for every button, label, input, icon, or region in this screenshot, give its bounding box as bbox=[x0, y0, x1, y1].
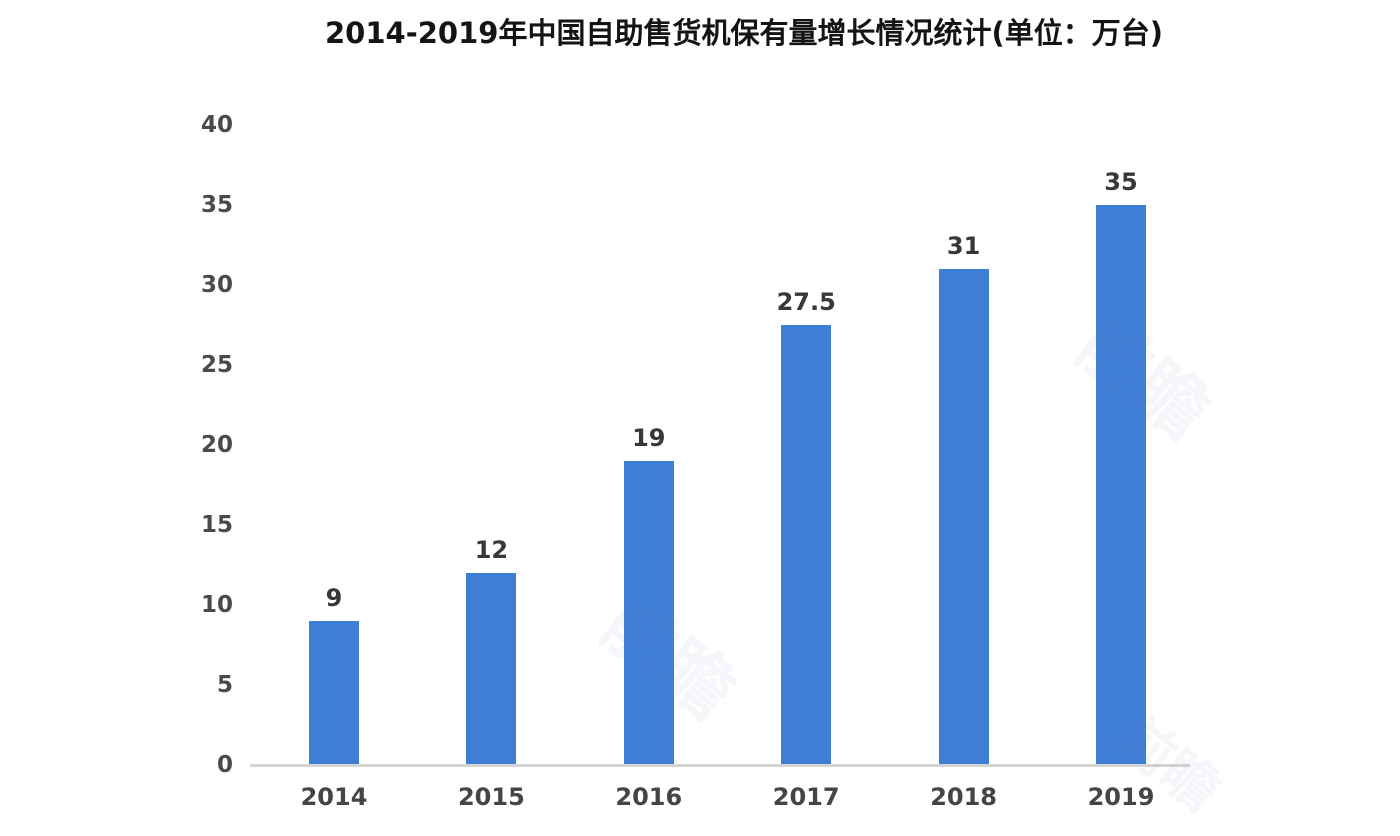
x-axis-tick-label: 2015 bbox=[457, 783, 525, 811]
bar-value-label: 27.5 bbox=[776, 288, 836, 316]
y-axis-tick-label: 30 bbox=[200, 272, 233, 298]
y-axis-tick-label: 10 bbox=[200, 592, 233, 618]
y-axis-tick-label: 20 bbox=[200, 432, 233, 458]
x-axis-tick-label: 2016 bbox=[615, 783, 683, 811]
y-axis-tick-label: 25 bbox=[200, 352, 233, 378]
bar-value-label: 35 bbox=[1104, 168, 1138, 196]
bar bbox=[466, 573, 517, 765]
y-axis-tick-label: 15 bbox=[200, 512, 233, 538]
x-axis-tick-label: 2014 bbox=[300, 783, 368, 811]
bar bbox=[781, 325, 832, 765]
bar-value-label: 31 bbox=[946, 232, 981, 260]
x-axis-tick-label: 2019 bbox=[1087, 783, 1155, 811]
y-axis-tick-label: 5 bbox=[216, 672, 233, 698]
x-axis-tick-label: 2017 bbox=[772, 783, 840, 811]
bar bbox=[309, 621, 359, 765]
chart-title: 2014-2019年中国自助售货机保有量增长情况统计(单位：万台) bbox=[325, 16, 1163, 50]
x-axis-line bbox=[250, 764, 1190, 767]
bar bbox=[623, 461, 674, 765]
bar bbox=[938, 269, 989, 765]
y-axis-tick-label: 35 bbox=[200, 192, 233, 218]
bar-value-label: 9 bbox=[325, 584, 343, 612]
y-axis-tick-label: 40 bbox=[200, 112, 233, 138]
x-axis-tick-label: 2018 bbox=[930, 783, 997, 811]
bar bbox=[1096, 205, 1146, 765]
bar-value-label: 19 bbox=[632, 424, 666, 452]
bar-value-label: 12 bbox=[474, 536, 509, 564]
y-axis-tick-label: 0 bbox=[216, 752, 233, 778]
